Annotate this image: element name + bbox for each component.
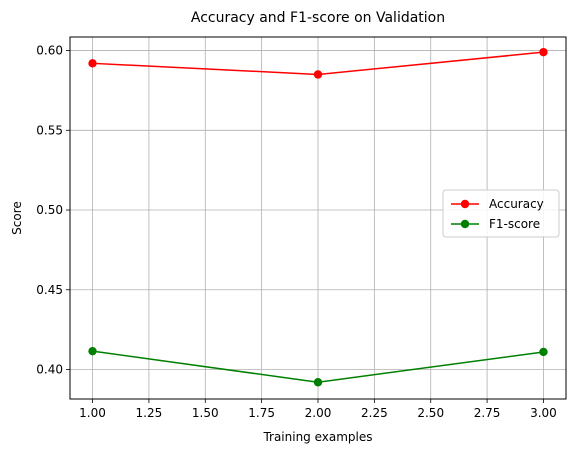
y-tick-label: 0.45	[36, 283, 63, 297]
y-tick-label: 0.50	[36, 203, 63, 217]
x-tick-label: 2.75	[474, 406, 501, 420]
legend: Accuracy F1-score	[442, 189, 560, 238]
legend-marker	[460, 219, 470, 229]
x-tick-label: 1.50	[192, 406, 219, 420]
data-point-f1-score	[313, 378, 323, 387]
data-point-f1-score	[539, 347, 548, 357]
y-tick-label: 0.55	[36, 123, 63, 137]
legend-box	[442, 189, 560, 238]
y-tick-label: 0.60	[36, 44, 63, 58]
x-tick-label: 2.50	[417, 406, 444, 420]
y-axis: 0.40 0.45 0.50 0.55 0.60	[36, 44, 70, 376]
x-tick-label: 1.75	[248, 406, 275, 420]
data-point-accuracy	[313, 70, 323, 79]
x-tick-label: 3.00	[530, 406, 557, 420]
legend-marker	[460, 199, 470, 209]
legend-label: Accuracy	[489, 197, 544, 211]
x-tick-label: 1.25	[136, 406, 163, 420]
y-axis-label: Score	[10, 201, 24, 235]
x-axis: 1.00 1.25 1.50 1.75 2.00 2.25 2.50 2.75 3.00	[79, 399, 557, 420]
data-point-f1-score	[88, 346, 97, 356]
series-layer	[88, 47, 548, 387]
grid	[70, 37, 566, 399]
y-tick-label: 0.40	[36, 362, 63, 376]
data-point-accuracy	[539, 47, 548, 57]
x-tick-label: 2.25	[361, 406, 388, 420]
data-point-accuracy	[88, 59, 97, 68]
x-tick-label: 2.00	[305, 406, 332, 420]
chart-title: Accuracy and F1-score on Validation	[191, 10, 445, 26]
x-axis-label: Training examples	[262, 430, 372, 444]
legend-label: F1-score	[489, 217, 540, 231]
x-tick-label: 1.00	[79, 406, 106, 420]
